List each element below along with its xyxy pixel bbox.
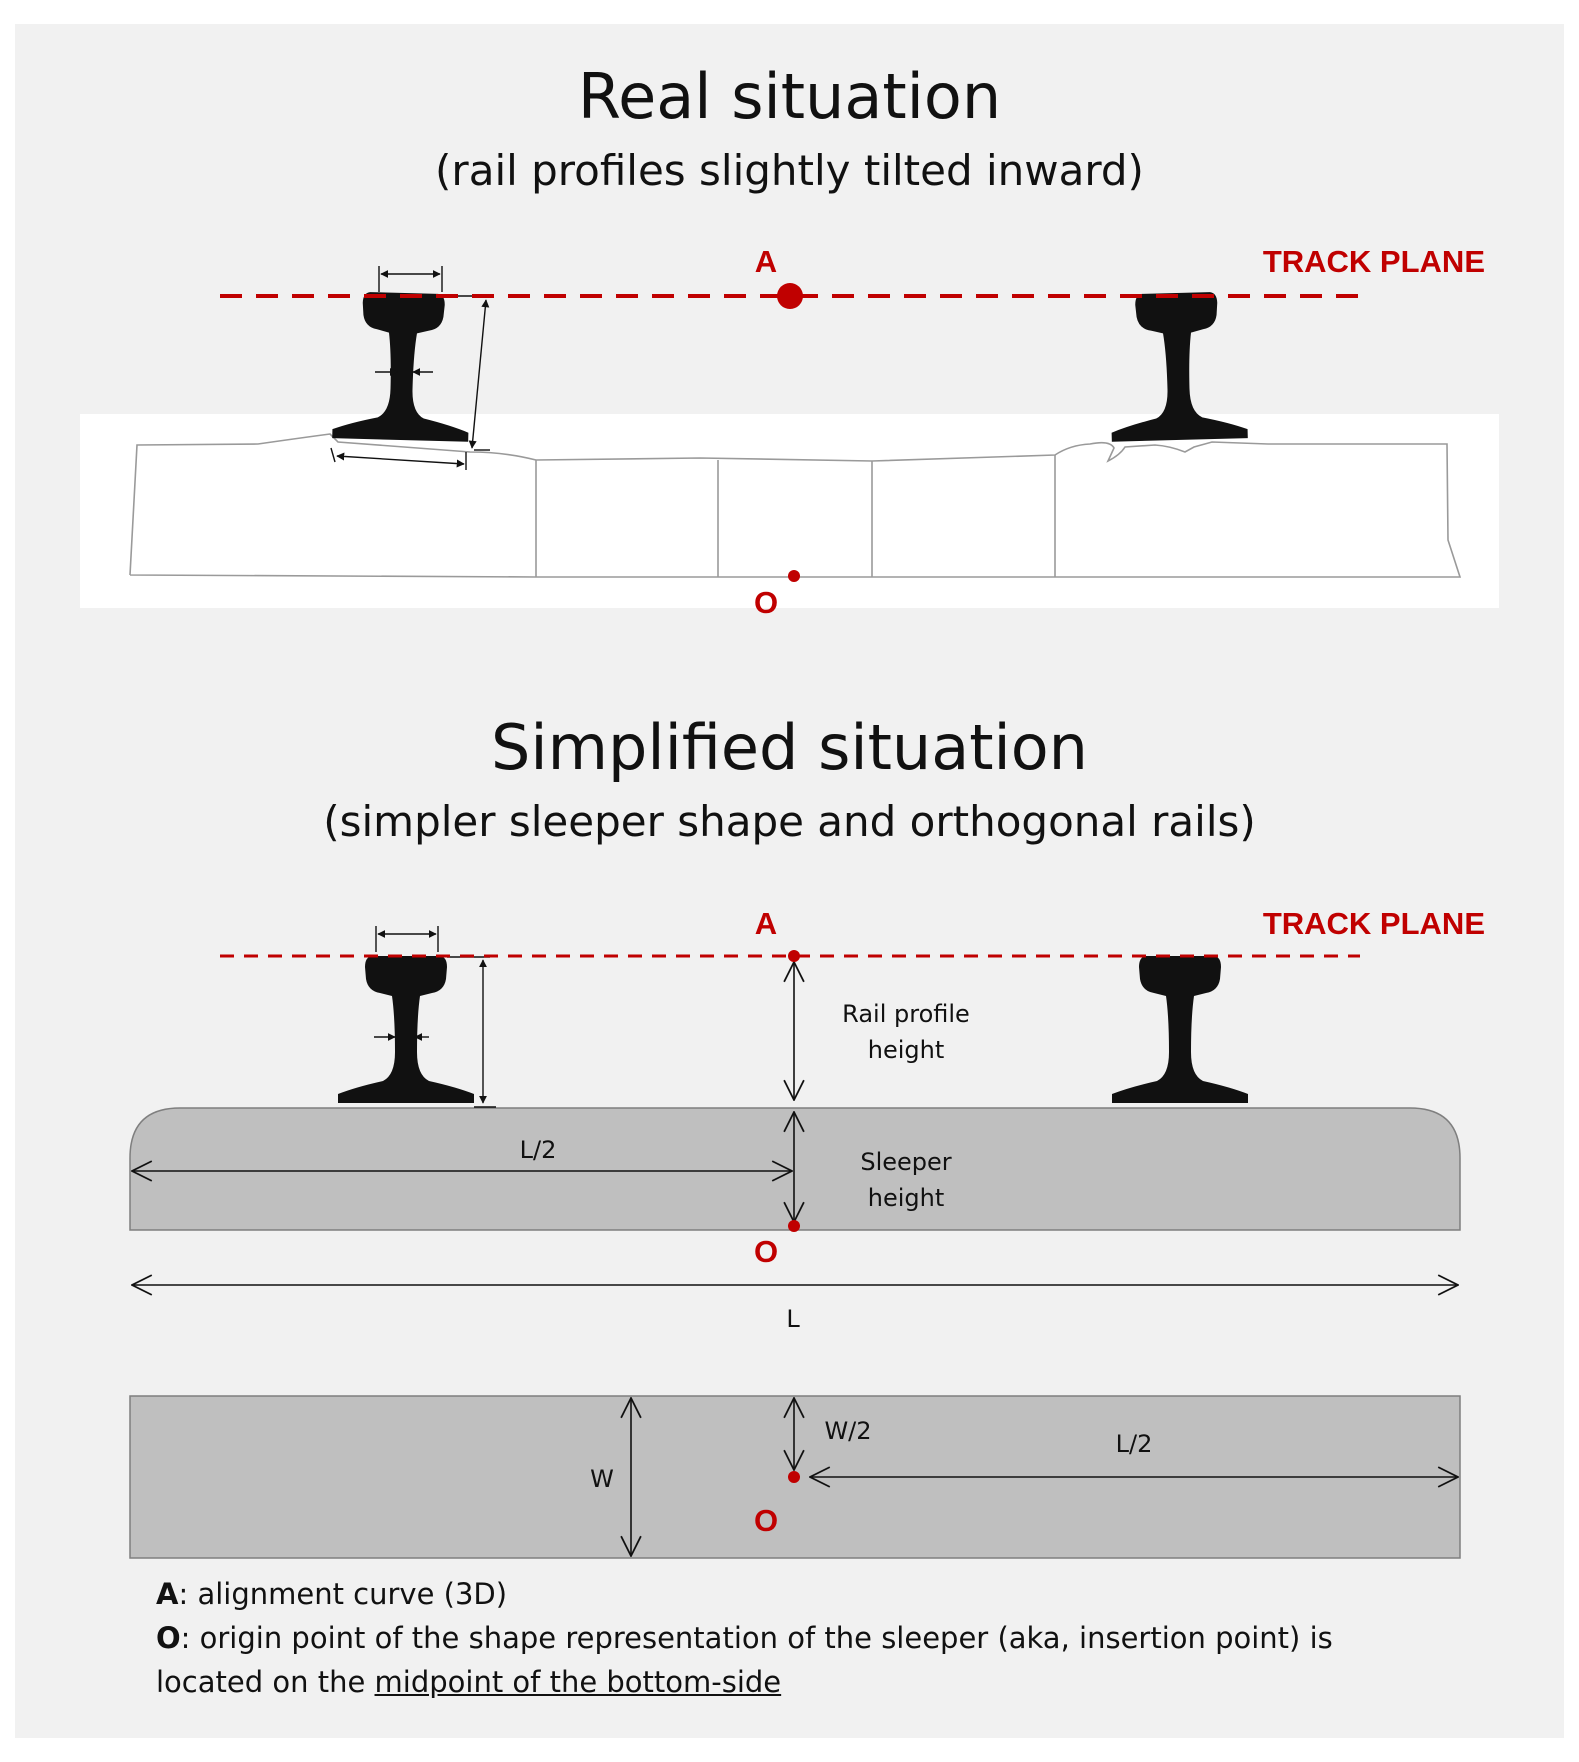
legend-o-line-2: located on the midpoint of the bottom-si… [156, 1660, 1333, 1704]
label-sleeper-height-2: height [868, 1184, 945, 1212]
label-half-length-top: L/2 [1116, 1430, 1153, 1458]
real-sleeper-outline [129, 433, 1462, 578]
legend-a-key: A [156, 1577, 179, 1611]
label-half-width: W/2 [824, 1417, 871, 1445]
legend-o-key: O [156, 1621, 181, 1655]
legend-a-line: A: alignment curve (3D) [156, 1572, 1333, 1616]
label-length: L [786, 1305, 800, 1333]
sleeper-side-view [129, 1107, 1461, 1231]
label-half-length-side: L/2 [520, 1136, 557, 1164]
label-rail-profile-height-2: height [868, 1036, 945, 1064]
label-track-plane-simplified: TRACK PLANE [1263, 906, 1485, 941]
label-o-side: O [754, 1234, 778, 1269]
label-o-top: O [754, 1503, 778, 1538]
left-rail-profile-simplified [338, 956, 474, 1103]
label-a-simplified: A [755, 906, 777, 941]
point-o-real [788, 570, 800, 582]
legend-o-line: O: origin point of the shape representat… [156, 1616, 1333, 1660]
legend-o-text: : origin point of the shape representati… [180, 1621, 1333, 1655]
point-a-real [777, 283, 803, 309]
right-rail-profile-simplified [1112, 956, 1248, 1103]
simplified-situation-subtitle: (simpler sleeper shape and orthogonal ra… [323, 797, 1256, 846]
label-sleeper-height-1: Sleeper [860, 1148, 951, 1176]
point-o-side [788, 1220, 800, 1232]
real-situation-subtitle: (rail profiles slightly tilted inward) [435, 146, 1144, 195]
point-o-top [788, 1471, 800, 1483]
real-situation-title: Real situation [577, 60, 1002, 133]
label-width: W [590, 1465, 614, 1493]
label-rail-profile-height-1: Rail profile [842, 1000, 970, 1028]
simplified-situation-title: Simplified situation [491, 711, 1088, 784]
legend: A: alignment curve (3D) O: origin point … [156, 1572, 1333, 1704]
label-a-real: A [755, 244, 777, 279]
top-view-dimension-arrows [631, 1398, 1458, 1556]
point-a-simplified [788, 950, 800, 962]
legend-a-text: : alignment curve (3D) [178, 1577, 508, 1611]
legend-o-underlined: midpoint of the bottom-side [374, 1665, 782, 1699]
label-track-plane-real: TRACK PLANE [1263, 244, 1485, 279]
legend-o-text-2: located on the [156, 1665, 375, 1699]
label-o-real: O [754, 585, 778, 620]
simplified-dimension-arrows [132, 962, 1458, 1285]
